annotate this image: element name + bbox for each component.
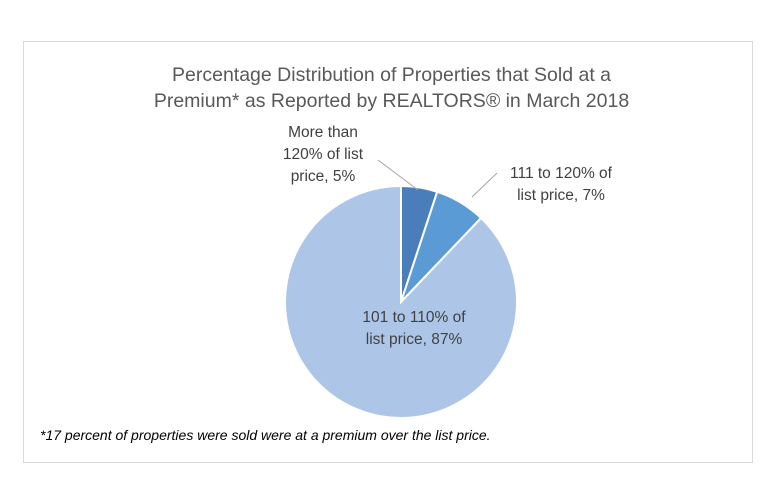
slice-label-3-line-1: 101 to 110% of bbox=[362, 309, 466, 326]
slice-label-3: 101 to 110% of list price, 87% bbox=[362, 309, 466, 348]
slice-label-1-line-2: 120% of list bbox=[283, 146, 364, 163]
chart-title: Percentage Distribution of Properties th… bbox=[0, 62, 783, 114]
pie-slice-3 bbox=[284, 184, 518, 419]
slice-label-2-line-1: 111 to 120% of bbox=[510, 165, 613, 182]
leader-line-2 bbox=[471, 172, 498, 198]
slice-label-2: 111 to 120% of list price, 7% bbox=[510, 165, 613, 204]
slice-label-1-line-3: price, 5% bbox=[291, 168, 356, 185]
slice-label-3-line-2: list price, 87% bbox=[366, 331, 463, 348]
leader-line-1 bbox=[377, 159, 419, 191]
slice-label-1-line-1: More than bbox=[288, 124, 358, 141]
slice-label-2-line-2: list price, 7% bbox=[517, 187, 605, 204]
footnote: *17 percent of properties were sold were… bbox=[40, 427, 491, 443]
slice-label-1: More than 120% of list price, 5% bbox=[283, 124, 364, 185]
chart-title-line-1: Percentage Distribution of Properties th… bbox=[172, 64, 611, 86]
chart-title-line-2: Premium* as Reported by REALTORS® in Mar… bbox=[153, 90, 630, 112]
